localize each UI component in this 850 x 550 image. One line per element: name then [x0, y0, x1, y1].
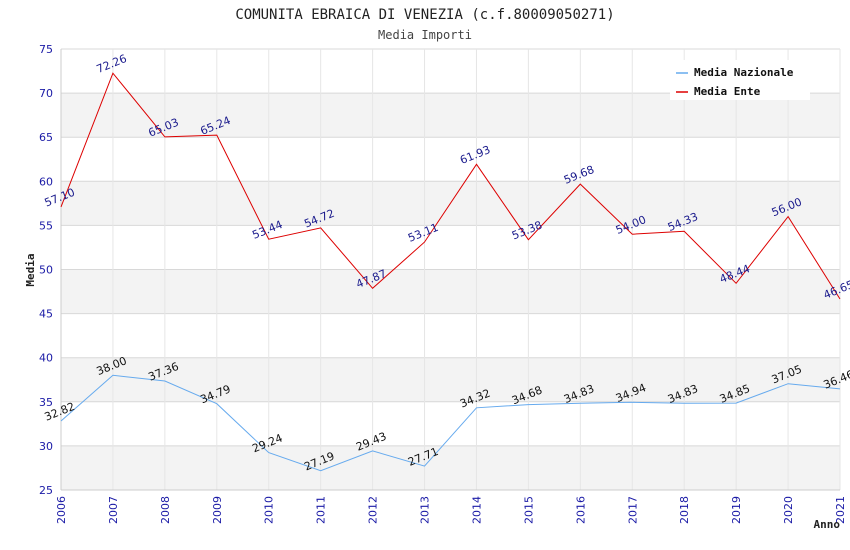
grid-band [61, 445, 840, 490]
x-tick-label: 2016 [574, 496, 587, 524]
grid-band [61, 225, 840, 270]
y-tick-label: 30 [39, 440, 53, 453]
y-axis-label: Media [24, 253, 37, 286]
x-tick-label: 2006 [55, 496, 68, 524]
x-tick-label: 2021 [834, 496, 847, 524]
x-tick-label: 2008 [159, 496, 172, 524]
x-tick-label: 2014 [470, 496, 483, 524]
x-tick-label: 2017 [626, 496, 639, 524]
grid-band [61, 357, 840, 402]
x-axis-label: Anno [814, 518, 841, 531]
x-tick-label: 2018 [678, 496, 691, 524]
grid-band [61, 269, 840, 314]
x-tick-label: 2011 [315, 496, 328, 524]
legend-entry: Media Ente [694, 85, 761, 98]
legend-entry: Media Nazionale [694, 66, 794, 79]
x-tick-label: 2007 [107, 496, 120, 524]
x-tick-label: 2019 [730, 496, 743, 524]
x-tick-label: 2013 [419, 496, 432, 524]
grid-band [61, 313, 840, 358]
series-line-media-nazionale [60, 374, 841, 472]
x-tick-label: 2009 [211, 496, 224, 524]
x-tick-label: 2015 [522, 496, 535, 524]
series-line-media-ente [60, 72, 841, 300]
grid-band [61, 137, 840, 182]
y-tick-label: 55 [39, 219, 53, 232]
chart-subtitle: Media Importi [378, 28, 472, 42]
y-tick-label: 45 [39, 308, 53, 321]
grid-band [61, 93, 840, 138]
x-tick-labels: 2006 2007 2008 2009 2010 2011 2012 2013 2014 2015… [55, 496, 847, 524]
x-tick-label: 2020 [782, 496, 795, 524]
chart-title: COMUNITA EBRAICA DI VENEZIA (c.f.8000905… [235, 7, 614, 23]
y-tick-label: 40 [39, 352, 53, 365]
y-tick-label: 35 [39, 396, 53, 409]
y-tick-label: 60 [39, 175, 53, 188]
x-tick-label: 2012 [367, 496, 380, 524]
grid-bands [61, 49, 840, 490]
series-group [60, 72, 841, 472]
y-tick-label: 65 [39, 131, 53, 144]
grid-band [61, 401, 840, 446]
y-tick-label: 50 [39, 264, 53, 277]
legend-box [670, 60, 810, 100]
y-tick-label: 75 [39, 43, 53, 56]
y-tick-labels: 25 30 35 40 45 50 55 60 65 70 75 [39, 43, 53, 497]
axes [60, 49, 840, 491]
x-tick-label: 2010 [263, 496, 276, 524]
y-tick-label: 25 [39, 484, 53, 497]
legend: Media Nazionale Media Ente [670, 60, 810, 100]
y-tick-label: 70 [39, 87, 53, 100]
